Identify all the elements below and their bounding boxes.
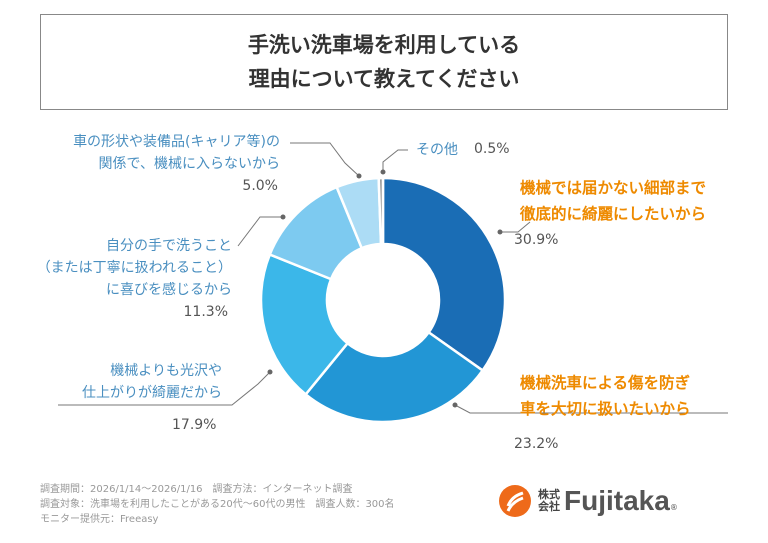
logo-mark-icon [499,485,531,517]
leader-line [500,221,531,233]
label-slice-2: 機械よりも光沢や 仕上がりが綺麗だから [82,363,222,401]
title-line: 手洗い洗車場を利用している [247,33,521,57]
leader-lines [58,142,728,414]
pct-slice-1: 23.2% [514,436,559,452]
leader-line [382,149,408,172]
label-slice-0: 機械では届かない細部まで 徹底的に綺麗にしたいから [520,179,707,223]
leader-line [58,371,271,406]
title-line: 理由について教えてください [248,67,520,91]
donut-slice-5 [377,176,385,246]
donut-slice-2 [259,252,350,397]
label-slice-5: その他 [416,142,458,158]
leader-dots [267,169,503,408]
pct-slice-5: 0.5% [474,141,510,157]
label-slice-4: 車の形状や装備品(キャリア等)の 関係で、機械に入らないから [73,134,280,172]
pct-slice-0: 30.9% [514,232,559,248]
company-logo: 株式 会社 Fujitaka ® [498,484,678,518]
donut-slice-0 [381,176,507,373]
leader-line [454,404,728,414]
pct-slice-2: 17.9% [172,417,217,433]
survey-footnote: 調査期間：2026/1/14～2026/1/16 調査方法：インターネット調査調… [40,484,395,525]
leader-line [290,142,360,177]
pct-slice-4: 5.0% [242,178,278,194]
chart-title: 手洗い洗車場を利用している 理由について教えてください [40,14,728,110]
pct-slice-3: 11.3% [183,304,228,320]
leader-line [237,216,283,247]
label-slice-3: 自分の手で洗うこと （または丁寧に扱われること） に喜びを感じるから [36,238,232,298]
label-slice-1: 機械洗車による傷を防ぎ 車を大切に扱いたいから [520,374,691,418]
donut-slice-1 [303,330,485,424]
